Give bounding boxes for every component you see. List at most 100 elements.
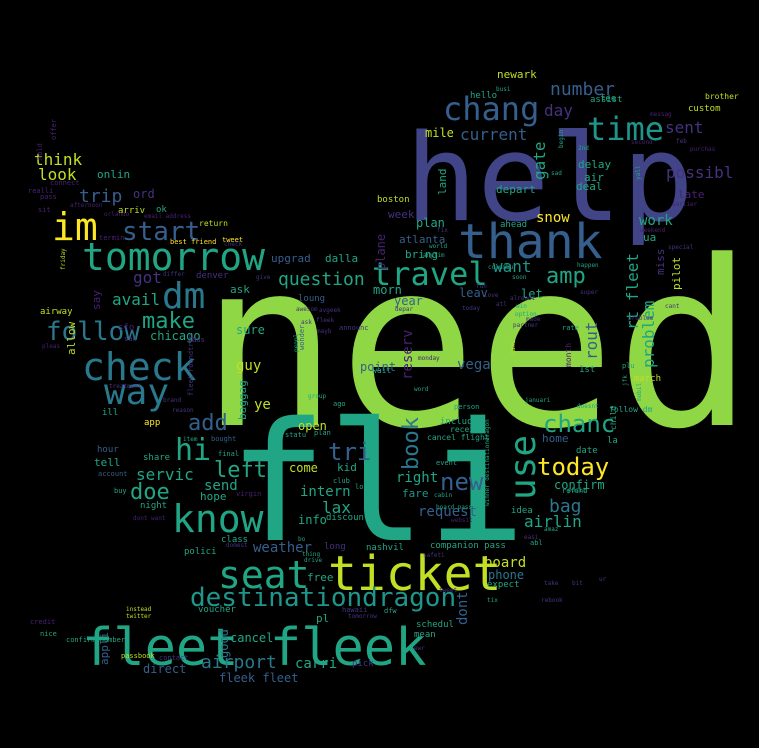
cloud-word: intern <box>300 484 351 500</box>
cloud-word: question <box>278 269 365 290</box>
cloud-word: credit <box>30 618 55 626</box>
cloud-word: depar <box>395 306 413 313</box>
cloud-word: add <box>188 411 228 436</box>
cloud-word: ua <box>643 231 656 244</box>
cloud-word: airlin <box>524 512 582 531</box>
cloud-word: board <box>484 555 526 571</box>
cloud-word: event <box>436 459 457 467</box>
cloud-word: check <box>224 241 242 248</box>
cloud-word: special <box>668 244 694 251</box>
cloud-word: twitter <box>126 613 152 620</box>
cloud-word: mile <box>425 126 454 140</box>
cloud-word: air <box>584 171 604 184</box>
cloud-word: item <box>183 436 198 443</box>
cloud-word: newark <box>497 68 537 81</box>
cloud-word: nashvil <box>366 543 404 553</box>
cloud-word: best friend <box>170 238 216 246</box>
cloud-word: make <box>142 309 195 334</box>
cloud-word: wonder <box>298 325 306 350</box>
cloud-word: companion pass <box>430 541 506 551</box>
cloud-word: work <box>639 213 673 229</box>
cloud-word: tell <box>94 456 121 469</box>
cloud-word: websit <box>451 517 473 524</box>
cloud-word: plan <box>314 429 331 437</box>
cloud-word: night <box>140 501 167 511</box>
cloud-word: fli <box>228 387 526 579</box>
cloud-word: monday <box>418 355 440 362</box>
cloud-word: contact <box>159 654 189 662</box>
cloud-word: leav <box>459 286 488 300</box>
cloud-word: sfo <box>118 323 134 333</box>
cloud-word: caus <box>188 336 205 344</box>
cloud-word: orlando <box>104 211 130 218</box>
cloud-word: club <box>333 477 350 485</box>
cloud-word: late <box>678 188 705 201</box>
cloud-word: termin <box>99 234 124 242</box>
cloud-word: right <box>396 470 438 486</box>
cloud-word: destinationdragon <box>190 583 456 613</box>
cloud-word: open <box>298 419 327 433</box>
cloud-word: schedul <box>416 620 454 630</box>
cloud-word: miss <box>654 249 667 276</box>
cloud-word: direct <box>143 662 186 676</box>
cloud-word: offer <box>50 119 58 140</box>
cloud-word: canc <box>510 340 517 355</box>
cloud-word: tweet <box>222 236 243 244</box>
cloud-word: free <box>307 571 334 584</box>
cloud-word: bag <box>549 496 582 517</box>
cloud-word: announc <box>339 324 369 332</box>
cloud-word: land <box>436 169 449 196</box>
cloud-word: travel <box>372 255 488 293</box>
cloud-word: tix <box>487 597 498 604</box>
cloud-word: phone <box>488 568 524 582</box>
cloud-word: instead <box>126 606 152 613</box>
cloud-word: follow <box>46 317 140 347</box>
cloud-word: start <box>122 217 200 247</box>
cloud-word: tweet <box>439 587 457 594</box>
cloud-word: pass <box>40 193 57 201</box>
cloud-word: let <box>521 287 543 301</box>
cloud-word: info <box>298 513 327 527</box>
cloud-word: discount <box>326 513 369 523</box>
cloud-word: reserv <box>400 329 416 380</box>
cloud-word: posit <box>568 487 586 494</box>
cloud-word: peopl <box>293 334 300 352</box>
cloud-word: allow <box>65 322 78 355</box>
cloud-word: person <box>454 403 479 411</box>
cloud-word: today <box>462 305 480 312</box>
cloud-word: mean <box>414 630 436 640</box>
cloud-word: final <box>218 450 239 458</box>
cloud-word: ill <box>102 408 118 418</box>
cloud-word: send <box>204 478 238 494</box>
cloud-word: left <box>214 458 267 483</box>
cloud-word: march <box>634 374 661 384</box>
cloud-word: hawaii <box>342 606 367 614</box>
cloud-word: doe <box>130 480 170 505</box>
cloud-word: weather <box>253 540 312 556</box>
cloud-word: onlin <box>97 168 130 181</box>
cloud-word: fleek fleet <box>219 671 298 685</box>
cloud-word: problem <box>628 315 654 322</box>
cloud-word: soon <box>512 274 527 281</box>
cloud-word: take <box>544 580 559 587</box>
cloud-word: dalla <box>325 252 358 265</box>
cloud-word: gate <box>530 141 549 180</box>
cloud-word: idea <box>511 506 533 516</box>
cloud-word: partner <box>513 322 539 329</box>
cloud-word: word <box>414 386 429 393</box>
cloud-word: way <box>104 372 169 413</box>
cloud-word: ask <box>301 319 312 326</box>
cloud-word: atlanta <box>399 233 445 246</box>
cloud-word: easi <box>524 534 539 541</box>
cloud-word: alreadi <box>510 295 536 302</box>
cloud-word: includ <box>440 417 473 427</box>
cloud-word: dont want <box>133 515 166 522</box>
cloud-word: friday <box>60 248 67 270</box>
cloud-word: option <box>515 311 537 318</box>
cloud-word: amp <box>546 264 586 289</box>
cloud-word: kid <box>337 461 357 474</box>
cloud-word: passbook <box>121 652 156 660</box>
cloud-word: good <box>217 629 231 658</box>
cloud-word: connect <box>50 179 80 187</box>
